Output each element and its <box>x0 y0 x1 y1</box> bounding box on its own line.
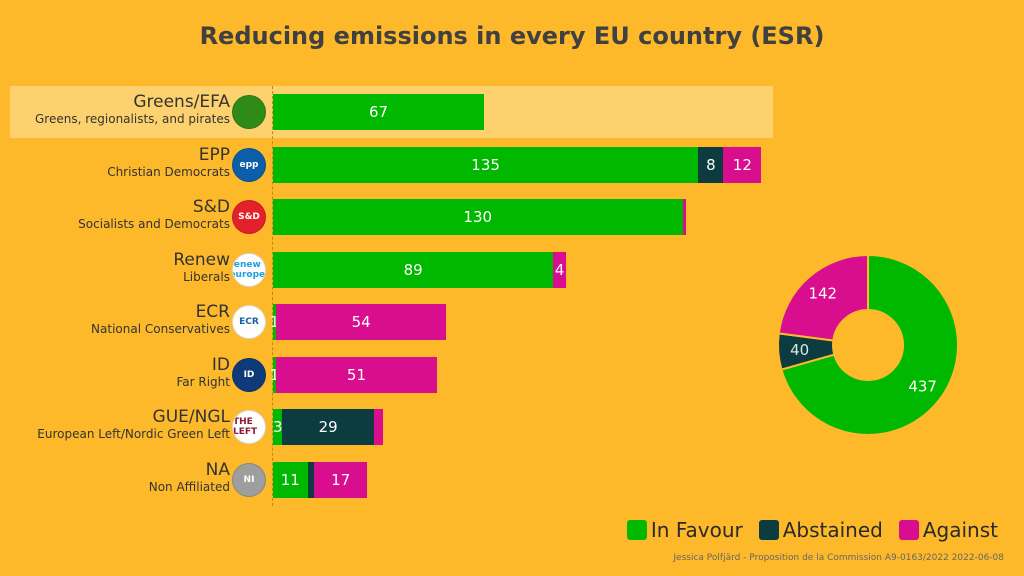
legend-item: In Favour <box>626 518 743 542</box>
donut-slice <box>777 253 869 342</box>
bar-segment <box>682 199 686 235</box>
group-name-label: Renew <box>173 249 230 270</box>
group-logo-icon: NI <box>232 462 266 497</box>
bar-segment: 67 <box>273 94 485 130</box>
bar-segment: 135 <box>273 146 699 183</box>
group-subtitle-label: National Conservatives <box>91 322 230 336</box>
group-name-label: ECR <box>195 302 230 322</box>
legend-label: Against <box>922 518 998 542</box>
legend-swatch <box>758 520 779 540</box>
footnote: Jessica Polfjärd - Proposition de la Com… <box>673 553 1004 563</box>
bar-segment <box>373 409 384 445</box>
donut-chart: 437 40 142 <box>777 253 959 436</box>
bar-segment: 51 <box>276 356 437 393</box>
bar-segment: 29 <box>282 409 374 445</box>
group-subtitle-label: Christian Democrats <box>107 164 230 179</box>
group-name-label: NA <box>205 459 230 480</box>
bar-segment: 1 <box>270 356 279 393</box>
group-name-label: Greens/EFA <box>133 92 230 112</box>
group-name-label: S&D <box>192 197 230 217</box>
group-logo-icon: ECR <box>232 305 266 339</box>
bar-segment: 54 <box>276 304 447 340</box>
group-subtitle-label: Socialists and Democrats <box>78 217 230 231</box>
donut-slice-label: 40 <box>790 341 809 359</box>
bar-segment: 17 <box>313 461 368 498</box>
chart-legend: In Favour Abstained Against <box>626 518 998 542</box>
group-subtitle-label: Liberals <box>183 269 230 284</box>
donut-slice <box>780 253 959 436</box>
bar-axis-line <box>272 86 274 506</box>
group-name-label: GUE/NGL <box>152 407 230 427</box>
bar-segment <box>307 461 314 498</box>
group-logo-icon: renew europe. <box>232 252 266 287</box>
legend-item: Against <box>898 518 998 542</box>
bar-segment: 89 <box>273 251 554 288</box>
group-subtitle-label: Non Affiliated <box>148 479 230 494</box>
group-logo-icon: S&D <box>232 200 266 234</box>
bar-segment: 12 <box>723 146 762 183</box>
donut-slice-label: 142 <box>808 285 837 303</box>
legend-swatch <box>898 520 919 540</box>
donut-slice-label: 437 <box>908 377 937 395</box>
group-subtitle-label: Far Right <box>176 374 230 389</box>
bar-segment: 4 <box>553 251 566 288</box>
group-subtitle-label: Greens, regionalists, and pirates <box>35 112 230 126</box>
legend-swatch <box>626 520 647 540</box>
bar-segment: 11 <box>273 461 308 498</box>
group-name-label: ID <box>211 354 230 375</box>
chart-title: Reducing emissions in every EU country (… <box>199 22 825 50</box>
bar-segment: 3 <box>273 409 283 445</box>
group-subtitle-label: European Left/Nordic Green Left <box>37 427 230 441</box>
legend-label: Abstained <box>782 518 883 542</box>
bar-segment: 8 <box>698 146 724 183</box>
bar-segment: 1 <box>270 304 279 340</box>
group-logo-icon <box>232 95 266 129</box>
legend-label: In Favour <box>650 518 743 542</box>
legend-item: Abstained <box>758 518 883 542</box>
group-logo-icon: epp <box>232 147 266 182</box>
group-logo-icon: ID <box>232 357 266 392</box>
group-name-label: EPP <box>198 144 230 165</box>
bar-segment: 130 <box>273 199 683 235</box>
group-logo-icon: THE LEFT <box>232 410 266 444</box>
